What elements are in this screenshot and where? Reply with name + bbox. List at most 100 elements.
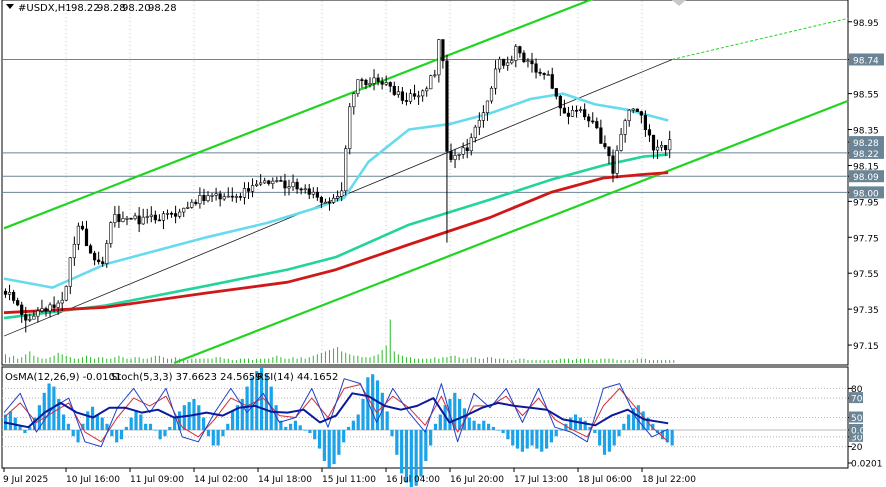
- shift-marker-icon[interactable]: [672, 0, 686, 6]
- candle-body: [518, 46, 522, 54]
- channel-upper-line[interactable]: [3, 0, 848, 230]
- candle-body: [550, 74, 554, 89]
- candle-body: [578, 109, 583, 111]
- price-pane[interactable]: 98.9598.7498.5598.3598.2898.2298.1598.09…: [1, 0, 884, 366]
- candle-body: [40, 308, 44, 312]
- osma-bar: [317, 430, 322, 449]
- candle-body: [238, 196, 243, 198]
- osma-bar: [636, 405, 640, 430]
- osma-bar: [119, 430, 124, 440]
- price-badge-label: 98.00: [853, 189, 879, 199]
- osma-bar: [612, 430, 616, 446]
- candle-body: [554, 88, 558, 97]
- osma-bar: [472, 420, 476, 430]
- low-value: 98.20: [122, 3, 151, 14]
- candle-body: [271, 180, 275, 184]
- candle-body: [396, 91, 400, 95]
- osma-bar: [501, 430, 505, 434]
- candle-body: [368, 83, 372, 86]
- candle-body: [161, 213, 166, 221]
- candle-body: [44, 308, 48, 312]
- osma-bar: [598, 430, 602, 446]
- channel-median-extension[interactable]: [672, 17, 849, 60]
- osma-bar: [660, 430, 665, 440]
- candle-body: [651, 134, 656, 151]
- candle-body: [32, 315, 36, 320]
- candle-body: [664, 145, 668, 151]
- candle-body: [453, 155, 457, 160]
- candle-body: [72, 243, 76, 259]
- osma-bar: [578, 417, 582, 430]
- candle-body: [327, 201, 332, 204]
- osma-bar: [177, 411, 182, 430]
- candle-body: [263, 180, 267, 184]
- time-label: 10 Jul 16:00: [66, 475, 120, 485]
- osma-bar: [429, 430, 433, 446]
- time-label: 16 Jul 20:00: [450, 475, 504, 485]
- candle-body: [121, 218, 125, 222]
- osma-bar: [173, 417, 177, 430]
- candle-body: [331, 197, 336, 203]
- osma-bar: [293, 420, 297, 430]
- osma-bar: [467, 417, 471, 430]
- osma-bar: [158, 430, 162, 440]
- candle-body: [165, 212, 170, 215]
- candle-body: [319, 196, 324, 203]
- candle-body: [267, 180, 271, 184]
- candle-body: [101, 261, 105, 264]
- osma-bar: [153, 430, 157, 431]
- osma-bar: [197, 405, 201, 430]
- candle-body: [275, 180, 279, 182]
- candle-body: [558, 95, 562, 109]
- osma-bar: [540, 430, 544, 452]
- candle-body: [530, 60, 534, 65]
- candle-body: [141, 216, 145, 225]
- price-label: 97.15: [853, 342, 879, 352]
- candle-body: [429, 75, 433, 90]
- osma-bar: [487, 423, 491, 430]
- candle-body: [335, 196, 340, 199]
- candle-body: [97, 259, 101, 263]
- time-axis[interactable]: 9 Jul 2025 10 Jul 16:00 11 Jul 09:00 14 Jul…: [3, 468, 696, 485]
- dropdown-triangle-icon[interactable]: [6, 4, 14, 9]
- symbol-label: #USDX,H1: [18, 3, 72, 14]
- candle-body: [287, 186, 291, 189]
- time-label: 11 Jul 09:00: [130, 475, 184, 485]
- candle-body: [457, 154, 461, 156]
- candle-body: [639, 111, 643, 116]
- osma-bar: [163, 430, 167, 437]
- candle-body: [125, 218, 129, 220]
- candle-body: [7, 291, 12, 295]
- candle-body: [348, 106, 352, 149]
- osma-bar: [52, 386, 56, 430]
- time-label: 9 Jul 2025: [3, 475, 48, 485]
- candle-body: [514, 46, 518, 61]
- candle-body: [623, 120, 627, 135]
- candle-body: [169, 212, 174, 215]
- candle-body: [421, 90, 425, 97]
- osma-bar: [670, 430, 674, 446]
- candle-body: [259, 182, 263, 185]
- candle-body: [392, 85, 396, 95]
- osma-bar: [129, 417, 133, 430]
- candle-body: [76, 225, 80, 245]
- osma-bar: [424, 430, 428, 461]
- osma-bar: [361, 399, 365, 430]
- channel-lower-line[interactable]: [173, 99, 849, 365]
- osma-bar: [477, 423, 481, 430]
- osma-bar: [284, 426, 288, 430]
- candle-body: [635, 108, 639, 112]
- candle-body: [174, 213, 178, 217]
- candle-body: [473, 126, 477, 139]
- price-badge-label: 98.74: [853, 56, 879, 66]
- osma-bar: [288, 423, 293, 430]
- high-value: 98.28: [97, 3, 126, 14]
- indicator-label: 20: [851, 443, 863, 453]
- osma-bar: [395, 430, 399, 455]
- osma-bar: [458, 399, 462, 430]
- osma-bar: [544, 430, 549, 449]
- candle-body: [80, 225, 85, 230]
